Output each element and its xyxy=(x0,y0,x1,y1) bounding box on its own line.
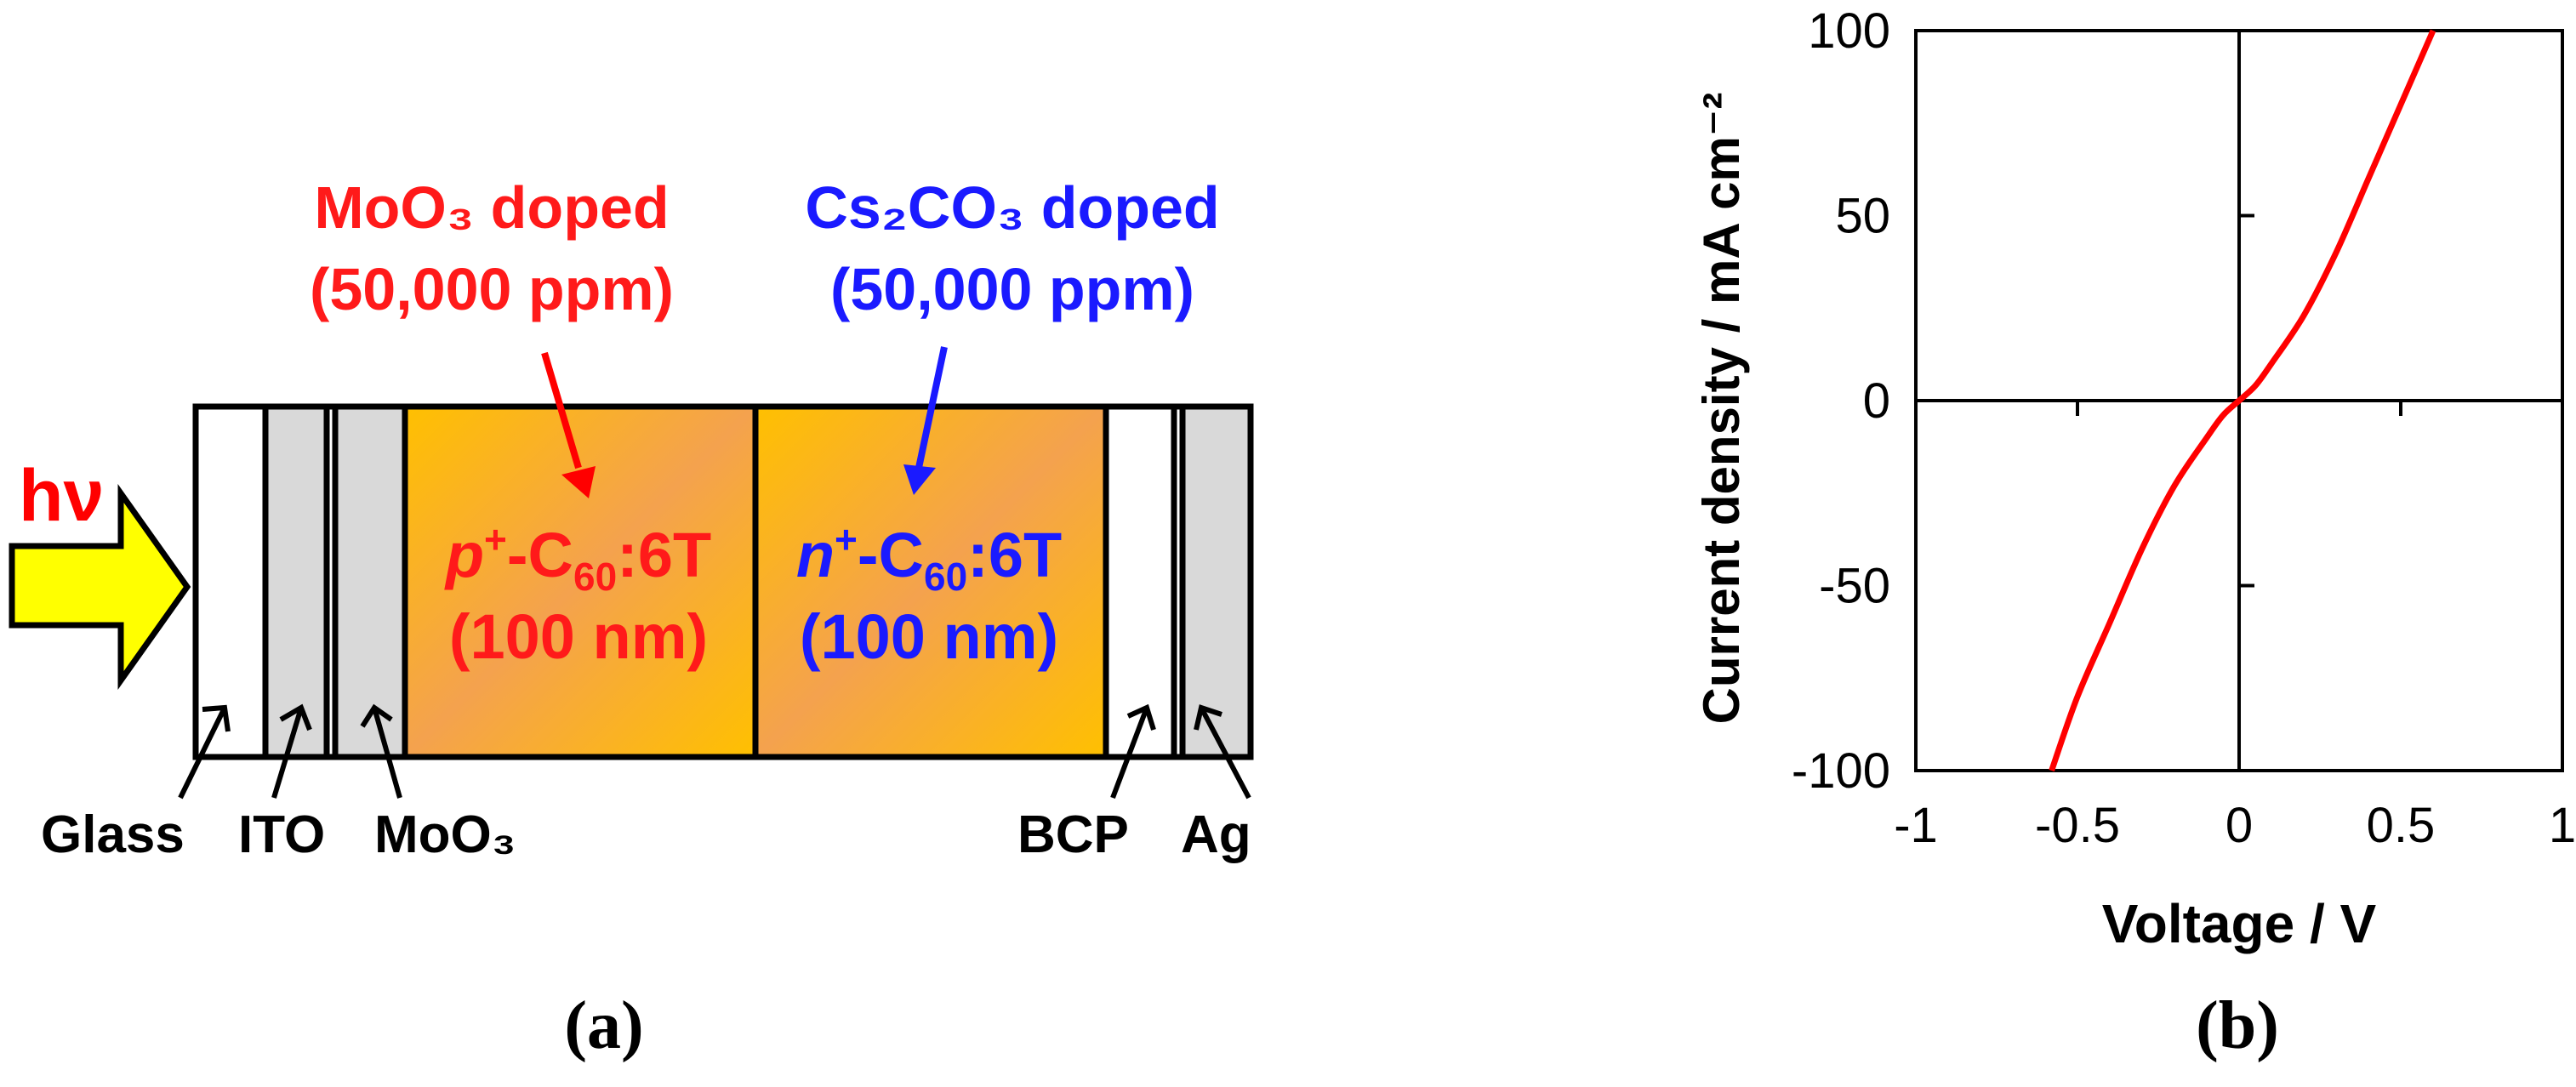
light-arrow xyxy=(9,484,191,690)
ag-label: Ag xyxy=(1181,805,1251,864)
ag-layer xyxy=(1179,403,1254,760)
p-dopant-line1: MoO₃ doped xyxy=(314,174,669,241)
y-tick-label: -50 xyxy=(1819,559,1890,614)
n-layer-label: n+-C60:6T xyxy=(796,517,1062,599)
bcp-layer xyxy=(1103,403,1177,760)
n-dopant-arrow xyxy=(903,346,948,495)
bcp-label: BCP xyxy=(1017,805,1129,864)
y-tick-label: -100 xyxy=(1792,743,1890,799)
glass-label: Glass xyxy=(41,805,185,864)
n-dopant-line1: Cs₂CO₃ doped xyxy=(805,174,1219,241)
y-axis-title: Current density / mA cm⁻² xyxy=(1693,93,1750,725)
panel-a-label: (a) xyxy=(564,988,643,1063)
p-dopant-line2: (50,000 ppm) xyxy=(310,256,674,322)
light-label: hν xyxy=(19,455,104,537)
ito-layer xyxy=(262,403,330,760)
jv-curve xyxy=(2049,29,2436,772)
layer-pointers xyxy=(178,703,1251,800)
moo3-label: MoO₃ xyxy=(374,805,516,864)
x-tick-label: 0.5 xyxy=(2367,798,2436,853)
x-tick-label: -1 xyxy=(1894,798,1938,853)
moo3-layer xyxy=(332,403,408,760)
panel-a: hν MoO₃ doped (50,000 ppm) Cs₂CO₃ doped … xyxy=(9,174,1254,1063)
p-layer-thickness: (100 nm) xyxy=(449,601,708,672)
y-tick-label: 100 xyxy=(1808,3,1890,59)
x-tick-label: 1 xyxy=(2549,798,2576,853)
p-layer-label: p+-C60:6T xyxy=(444,517,711,599)
x-tick-label: -0.5 xyxy=(2035,798,2120,853)
x-axis-title: Voltage / V xyxy=(2102,893,2377,954)
p-dopant-arrow xyxy=(541,351,596,498)
x-tick-label: 0 xyxy=(2226,798,2253,853)
y-tick-label: 0 xyxy=(1863,373,1890,429)
chart-ticks: -1 -0.5 0 0.5 1 100 50 0 -50 -100 xyxy=(1792,3,2576,853)
n-dopant-line2: (50,000 ppm) xyxy=(830,256,1194,322)
y-tick-label: 50 xyxy=(1835,189,1890,244)
panel-b-label: (b) xyxy=(2196,988,2279,1063)
panel-b: -1 -0.5 0 0.5 1 100 50 0 -50 -100 Voltage / V Cur… xyxy=(1693,3,2576,1063)
ito-label: ITO xyxy=(238,805,325,864)
chart-series xyxy=(2049,29,2436,772)
n-layer-thickness: (100 nm) xyxy=(800,601,1058,672)
